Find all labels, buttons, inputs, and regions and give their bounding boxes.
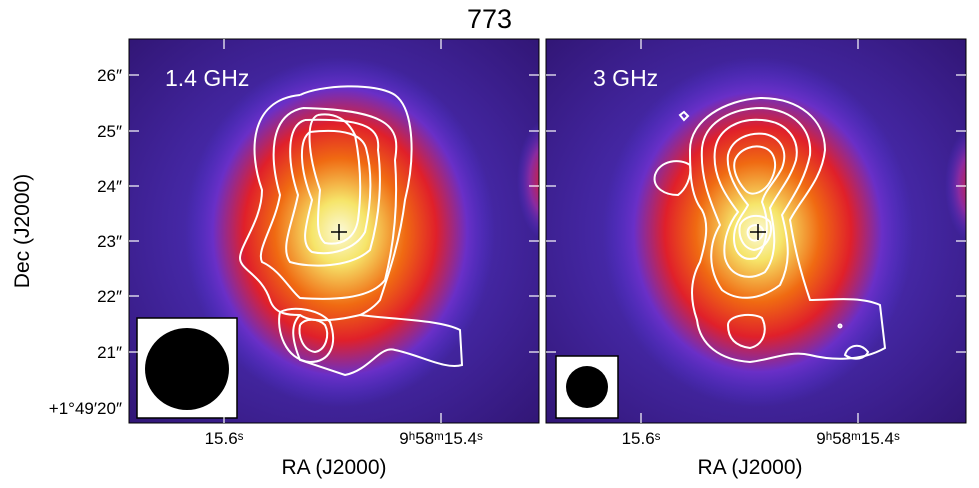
x-ticks: [223, 39, 442, 423]
source-cross-marker: [331, 224, 347, 240]
x-tick-label: 9ʰ58ᵐ15.4ˢ: [816, 429, 900, 448]
neighbour-emission: [517, 121, 539, 239]
beam-ellipse: [566, 366, 608, 408]
x-tick-label: 15.6ˢ: [622, 429, 661, 448]
beam-ellipse: [145, 328, 229, 410]
y-tick-label: 25″: [97, 122, 122, 141]
y-axis-label: Dec (J2000): [11, 174, 34, 288]
panel-1p4ghz: 1.4 GHz: [128, 38, 540, 424]
radio-contours: [238, 85, 464, 377]
panel-frame: [128, 38, 540, 424]
y-tick-label: 23″: [97, 232, 122, 251]
panel-label: 3 GHz: [593, 65, 658, 91]
x-tick-label: 9ʰ58ᵐ15.4ˢ: [399, 429, 483, 448]
y-tick-label: 22″: [97, 287, 122, 306]
y-ticks: [129, 74, 539, 353]
figure-title: 773: [466, 4, 513, 34]
x-axis-label-right: RA (J2000): [697, 456, 802, 479]
y-tick-label: 26″: [97, 66, 122, 85]
x-tick-labels: 15.6ˢ 9ʰ58ᵐ15.4ˢ 15.6ˢ 9ʰ58ᵐ15.4ˢ: [205, 429, 900, 448]
y-ticks: [546, 74, 966, 353]
y-tick-labels: 26″ 25″ 24″ 23″ 22″ 21″ +1°49′20″: [49, 66, 122, 418]
radio-contours: [653, 96, 887, 364]
panel-3ghz: 3 GHz: [545, 38, 967, 424]
y-tick-label: 24″: [97, 177, 122, 196]
neighbour-emission: [945, 127, 966, 243]
panel-frame: [545, 38, 967, 424]
x-tick-label: 15.6ˢ: [205, 429, 244, 448]
y-tick-label: +1°49′20″: [49, 399, 122, 418]
y-tick-label: 21″: [97, 343, 122, 362]
panel-label: 1.4 GHz: [165, 65, 249, 91]
x-ticks: [640, 39, 859, 423]
source-cross-marker: [750, 224, 766, 240]
x-axis-label-left: RA (J2000): [281, 456, 386, 479]
